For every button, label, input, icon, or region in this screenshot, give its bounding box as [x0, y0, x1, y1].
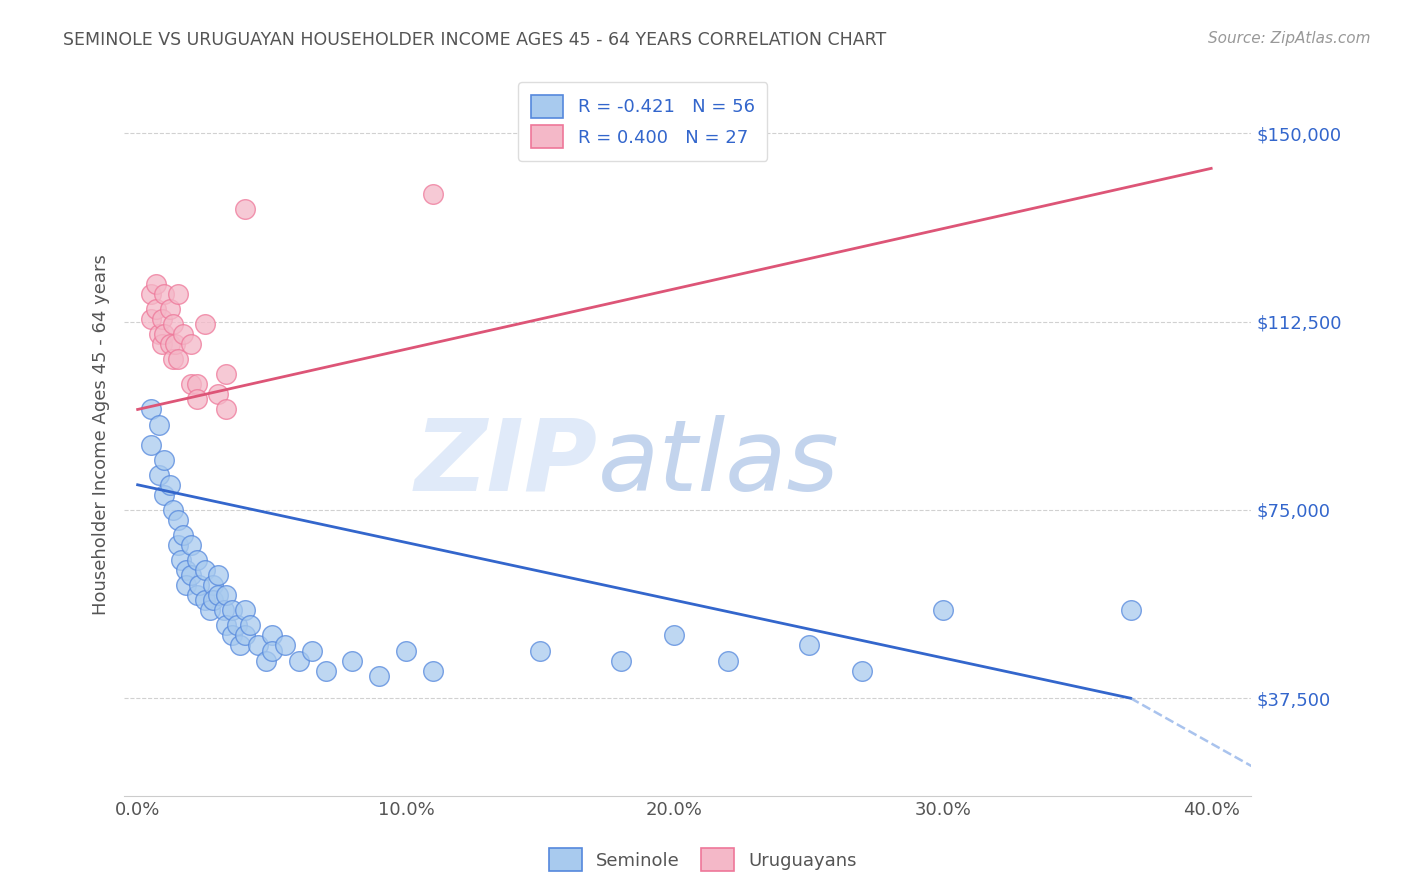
Point — [148, 327, 170, 342]
Point — [609, 654, 631, 668]
Point — [153, 452, 176, 467]
Point — [159, 301, 181, 316]
Point — [180, 337, 202, 351]
Point — [165, 337, 187, 351]
Point — [301, 643, 323, 657]
Point — [198, 603, 221, 617]
Point — [529, 643, 551, 657]
Point — [167, 538, 190, 552]
Text: SEMINOLE VS URUGUAYAN HOUSEHOLDER INCOME AGES 45 - 64 YEARS CORRELATION CHART: SEMINOLE VS URUGUAYAN HOUSEHOLDER INCOME… — [63, 31, 887, 49]
Text: ZIP: ZIP — [415, 415, 598, 512]
Point — [159, 337, 181, 351]
Point — [167, 513, 190, 527]
Point — [174, 563, 197, 577]
Point — [139, 287, 162, 301]
Point — [145, 301, 167, 316]
Point — [239, 618, 262, 632]
Point — [180, 377, 202, 392]
Point — [395, 643, 418, 657]
Point — [186, 553, 208, 567]
Point — [162, 503, 184, 517]
Point — [422, 186, 444, 201]
Point — [207, 568, 229, 582]
Point — [212, 603, 235, 617]
Point — [148, 417, 170, 432]
Point — [153, 287, 176, 301]
Point — [932, 603, 955, 617]
Point — [797, 639, 820, 653]
Point — [422, 664, 444, 678]
Point — [287, 654, 309, 668]
Point — [228, 639, 250, 653]
Point — [180, 538, 202, 552]
Point — [207, 588, 229, 602]
Point — [260, 628, 283, 642]
Point — [145, 277, 167, 291]
Point — [153, 488, 176, 502]
Point — [851, 664, 873, 678]
Point — [153, 327, 176, 342]
Point — [186, 377, 208, 392]
Point — [167, 352, 190, 367]
Point — [368, 668, 391, 682]
Point — [174, 578, 197, 592]
Point — [207, 387, 229, 401]
Point — [139, 312, 162, 326]
Point — [150, 337, 173, 351]
Point — [717, 654, 740, 668]
Point — [150, 312, 173, 326]
Point — [139, 402, 162, 417]
Point — [226, 618, 249, 632]
Point — [201, 593, 224, 607]
Point — [256, 654, 278, 668]
Point — [169, 553, 191, 567]
Point — [274, 639, 297, 653]
Point — [215, 368, 238, 382]
Point — [194, 317, 217, 331]
Point — [664, 628, 686, 642]
Point — [215, 588, 238, 602]
Point — [172, 327, 194, 342]
Point — [233, 603, 256, 617]
Point — [194, 563, 217, 577]
Point — [315, 664, 337, 678]
Point — [180, 568, 202, 582]
Y-axis label: Householder Income Ages 45 - 64 years: Householder Income Ages 45 - 64 years — [93, 254, 110, 615]
Legend: Seminole, Uruguayans: Seminole, Uruguayans — [541, 841, 865, 879]
Point — [233, 628, 256, 642]
Point — [215, 618, 238, 632]
Point — [194, 593, 217, 607]
Point — [221, 628, 243, 642]
Point — [172, 528, 194, 542]
Point — [1119, 603, 1142, 617]
Point — [148, 467, 170, 482]
Point — [186, 588, 208, 602]
Point — [159, 477, 181, 491]
Point — [162, 352, 184, 367]
Point — [188, 578, 211, 592]
Point — [167, 287, 190, 301]
Point — [247, 639, 270, 653]
Legend: R = -0.421   N = 56, R = 0.400   N = 27: R = -0.421 N = 56, R = 0.400 N = 27 — [519, 82, 768, 161]
Point — [201, 578, 224, 592]
Point — [233, 202, 256, 216]
Point — [162, 317, 184, 331]
Point — [139, 437, 162, 451]
Point — [186, 392, 208, 407]
Point — [215, 402, 238, 417]
Text: atlas: atlas — [598, 415, 839, 512]
Point — [260, 643, 283, 657]
Point — [221, 603, 243, 617]
Point — [342, 654, 364, 668]
Text: Source: ZipAtlas.com: Source: ZipAtlas.com — [1208, 31, 1371, 46]
